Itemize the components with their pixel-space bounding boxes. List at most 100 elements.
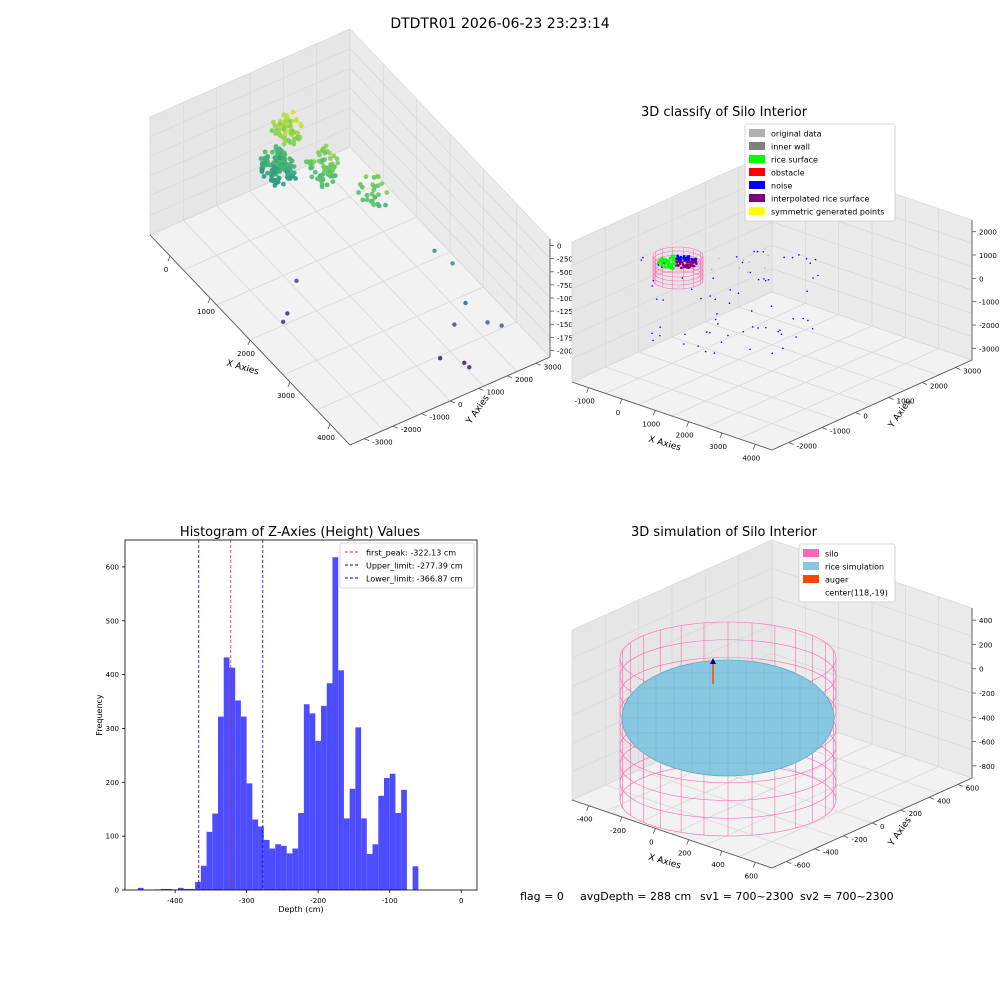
data-point: [356, 190, 361, 195]
y-tick-label: 1000: [897, 398, 915, 406]
noise-point: [651, 332, 653, 335]
noise-point: [728, 302, 731, 304]
class-point: [690, 264, 694, 267]
x-axis-label: X Axies: [225, 359, 260, 378]
grid-line: [349, 28, 551, 240]
x-tick: [247, 339, 251, 346]
x-tick: [719, 850, 723, 857]
data-point: [287, 161, 293, 167]
legend-frame: [339, 542, 475, 589]
class-point: [669, 264, 673, 267]
histogram-bar: [189, 888, 196, 890]
z-tick-label: 400: [979, 617, 992, 625]
legend-swatch: [749, 207, 765, 215]
data-point: [311, 159, 317, 165]
x-tick: [686, 839, 690, 845]
data-point: [284, 113, 289, 118]
data-point: [357, 181, 363, 187]
noise-point: [817, 274, 819, 277]
grid-line: [349, 48, 551, 259]
class-point: [687, 254, 691, 258]
data-point: [290, 130, 296, 136]
z-tick-label: 0: [979, 275, 983, 283]
noise-point: [812, 277, 814, 279]
data-point: [272, 169, 278, 175]
noise-point: [727, 334, 729, 337]
data-point: [294, 278, 299, 283]
chart-4-simulation: [619, 621, 837, 837]
class-point: [678, 262, 682, 266]
data-point: [320, 177, 326, 183]
data-point: [290, 109, 296, 115]
x-tick: [167, 255, 171, 262]
grid-line: [149, 28, 351, 118]
histogram-bar: [298, 813, 304, 890]
noise-point: [791, 256, 794, 259]
chart-2-legend: original data inner wall rice surface obsta…: [744, 123, 896, 222]
legend-swatch: [749, 168, 765, 176]
histogram-bar: [355, 727, 362, 890]
x-tick: [586, 805, 590, 811]
data-point: [364, 197, 370, 203]
legend-frame: [798, 543, 896, 603]
data-point: [286, 137, 291, 143]
legend-swatch: [803, 549, 819, 557]
histogram-bars: [137, 557, 419, 890]
histogram-bar: [315, 740, 322, 890]
noise-point: [659, 326, 661, 328]
y-tick-label: -1000: [830, 428, 850, 436]
noise-point: [753, 250, 755, 253]
grid-line: [149, 48, 351, 138]
data-point: [298, 121, 304, 127]
histogram-bar: [366, 853, 373, 890]
data-point: [276, 129, 282, 135]
class-point: [665, 265, 669, 269]
z-tick-label: -600: [979, 739, 995, 747]
data-point: [467, 364, 472, 370]
noise-point: [806, 290, 808, 292]
y-axis-label: Y Axies: [464, 393, 492, 426]
data-point: [262, 160, 268, 166]
class-point: [678, 258, 682, 262]
z-tick-label: -400: [979, 714, 995, 722]
y-axis-label: Frequency: [95, 694, 104, 736]
y-tick-label: 2000: [930, 383, 948, 391]
noise-point: [737, 292, 740, 295]
y-tick-label: 0: [880, 823, 884, 831]
legend-label: Upper_limit: -277.39 cm: [366, 562, 463, 571]
class-point: [692, 258, 696, 261]
data-point: [369, 198, 375, 204]
x-tick-label: 4000: [317, 434, 335, 442]
original-point: [742, 259, 745, 261]
data-point: [318, 173, 323, 179]
x-tick-label: 1000: [197, 308, 215, 316]
data-point: [285, 171, 291, 177]
x-tick: [719, 432, 723, 439]
histogram-bar: [332, 557, 339, 890]
data-point: [369, 191, 375, 197]
data-point: [375, 174, 380, 179]
data-point: [363, 174, 369, 180]
data-point: [327, 150, 332, 156]
noise-point: [655, 298, 658, 300]
data-point: [319, 181, 325, 187]
noise-point: [729, 289, 731, 291]
noise-point: [805, 257, 808, 260]
chart-3-histogram: -400 -300 -200 -100 0 0 100 200 300 400 500 600 Dept…: [95, 539, 478, 914]
histogram-bar: [206, 831, 213, 890]
y-tick: [957, 784, 963, 787]
noise-point: [690, 288, 693, 291]
noise-point: [764, 279, 767, 282]
histogram-bar: [395, 813, 402, 890]
legend-frame: [744, 123, 896, 222]
status-sv1: sv1 = 700~2300: [700, 890, 794, 903]
x-axis-label: X Axies: [647, 853, 682, 872]
grid-line: [571, 174, 773, 266]
noise-point: [697, 345, 699, 347]
legend-label: inner wall: [771, 143, 810, 152]
noise-point: [735, 256, 738, 258]
class-point: [672, 258, 676, 262]
grid-line: [571, 539, 773, 631]
noise-point: [700, 297, 702, 300]
